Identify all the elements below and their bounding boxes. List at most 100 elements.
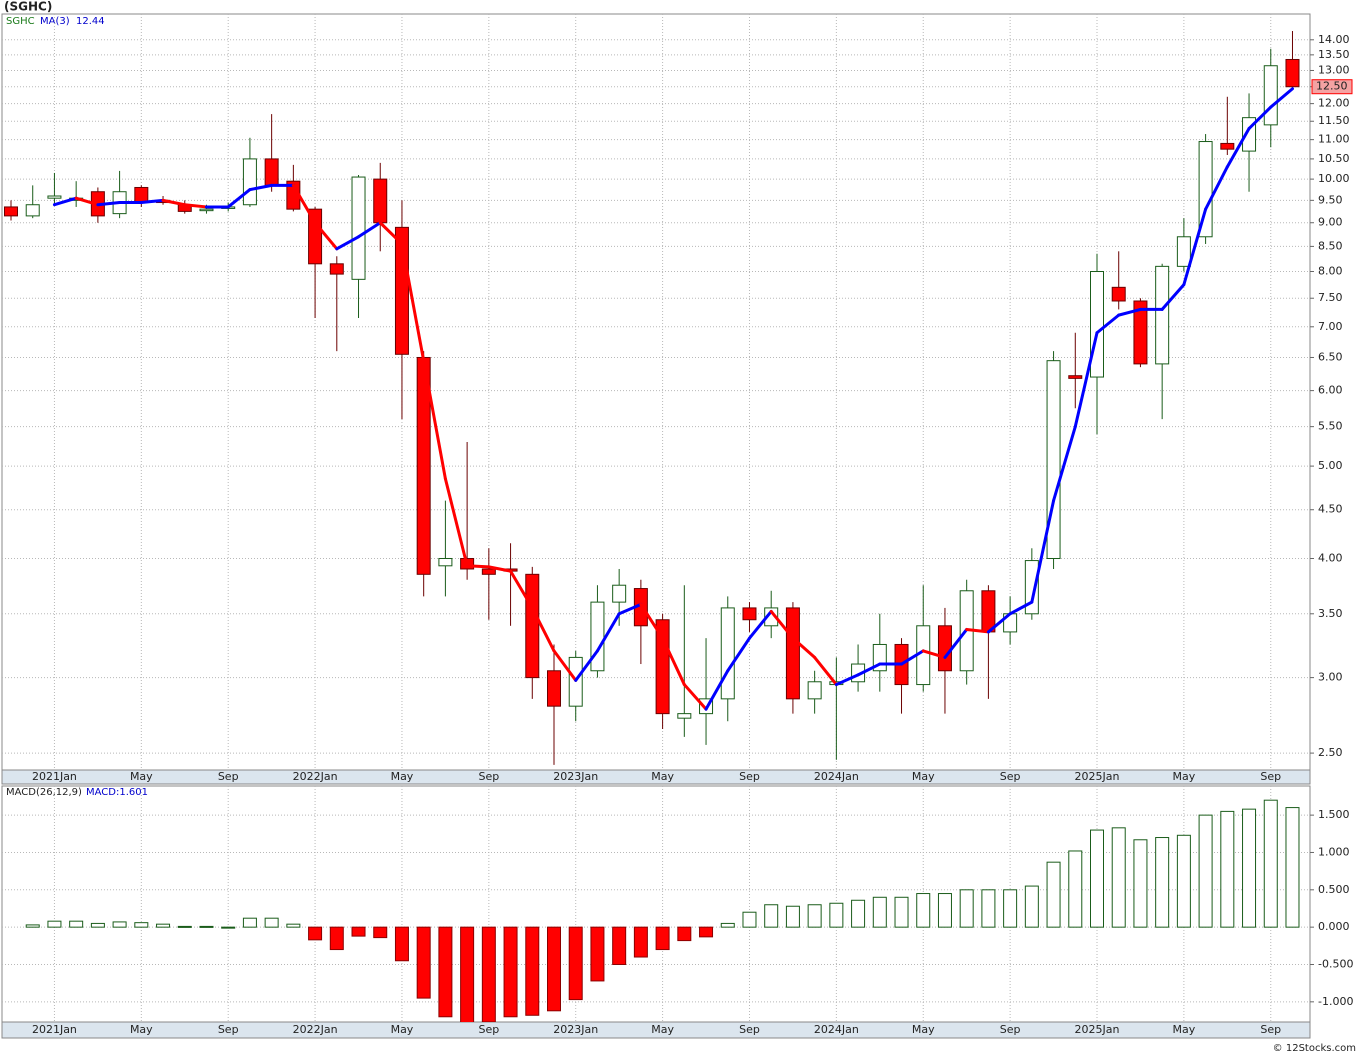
- ma-segment: [856, 662, 882, 677]
- x-tick-label: May: [651, 1023, 674, 1036]
- candle-body: [1024, 560, 1039, 615]
- ma-segment: [682, 683, 708, 711]
- candle-body: [590, 601, 605, 672]
- x-tick-label: Sep: [478, 770, 499, 783]
- y-tick-label: 11.00: [1318, 133, 1350, 146]
- bar: [829, 902, 844, 928]
- candle-body: [264, 158, 279, 186]
- candle-body: [329, 263, 344, 275]
- candle-body: [1198, 141, 1213, 238]
- bar: [156, 923, 171, 928]
- candle-body: [547, 670, 561, 707]
- candle-body: [242, 158, 257, 206]
- y-tick-label: 13.50: [1318, 48, 1350, 61]
- candle-body: [373, 178, 388, 224]
- bar: [1003, 889, 1018, 928]
- bar: [981, 889, 996, 928]
- x-tick-label: Sep: [218, 1023, 239, 1036]
- bar: [177, 925, 192, 928]
- bar: [438, 926, 453, 1018]
- chart-title: (SGHC): [4, 0, 52, 14]
- ma-segment: [900, 649, 925, 666]
- x-tick-label: Sep: [1260, 1023, 1281, 1036]
- last-price-box: [1311, 79, 1353, 95]
- ma-segment: [487, 565, 513, 573]
- x-tick-label: May: [1173, 1023, 1196, 1036]
- y-tick-label: 4.50: [1318, 503, 1343, 516]
- bar: [69, 920, 84, 928]
- bar: [1285, 807, 1300, 928]
- x-tick-label: Sep: [478, 1023, 499, 1036]
- bar: [242, 917, 257, 928]
- bar: [308, 926, 323, 941]
- ma-segment: [139, 198, 165, 205]
- x-tick-label: May: [391, 1023, 414, 1036]
- y-tick-label: 3.00: [1318, 671, 1343, 684]
- candle-body: [720, 607, 735, 700]
- bar: [1220, 810, 1235, 928]
- candle-body: [4, 206, 18, 217]
- footer: © 12Stocks.com: [1273, 1043, 1356, 1054]
- candle-body: [785, 607, 800, 700]
- y-tick-label: 4.00: [1318, 551, 1343, 564]
- ma-segment: [335, 235, 361, 251]
- bar: [633, 926, 648, 958]
- x-tick-label: Sep: [739, 1023, 760, 1036]
- candle-body: [764, 607, 779, 627]
- y-tick-label: 9.00: [1318, 216, 1343, 229]
- bar: [47, 920, 62, 928]
- ma-segment: [1160, 283, 1186, 311]
- x-axis-band: [1, 1021, 1311, 1039]
- bar: [1068, 850, 1083, 928]
- ma-segment: [639, 602, 665, 640]
- y-tick-label: 2.50: [1318, 746, 1343, 759]
- ma-segment: [1117, 307, 1142, 317]
- bar: [764, 904, 779, 928]
- candle-body: [525, 573, 540, 679]
- x-tick-label: 2025Jan: [1075, 1023, 1120, 1036]
- x-tick-label: 2023Jan: [553, 770, 598, 783]
- x-tick-label: 2024Jan: [814, 770, 859, 783]
- bar: [373, 926, 388, 939]
- y-tick-label: 1.000: [1318, 845, 1350, 858]
- bar: [959, 889, 974, 928]
- ma-segment: [378, 221, 404, 246]
- bar: [1176, 834, 1191, 928]
- x-tick-label: May: [130, 1023, 153, 1036]
- y-tick-label: 6.50: [1318, 350, 1343, 363]
- bar: [568, 926, 583, 1001]
- ma-segment: [747, 609, 773, 640]
- x-axis-band: [1, 769, 1311, 785]
- bar: [134, 922, 149, 928]
- candle-body: [1068, 375, 1083, 379]
- bar: [221, 926, 236, 929]
- y-tick-label: 10.50: [1318, 152, 1350, 165]
- x-tick-label: May: [912, 770, 935, 783]
- bar: [612, 926, 627, 965]
- ma-segment: [1095, 313, 1121, 335]
- bar: [90, 922, 105, 928]
- ma-segment: [574, 649, 599, 682]
- ma-segment: [1073, 331, 1099, 429]
- ma-segment: [1052, 425, 1077, 503]
- y-tick-label: 7.50: [1318, 291, 1343, 304]
- bar: [1046, 861, 1061, 928]
- candle-body: [742, 607, 757, 621]
- y-tick-label: 1.500: [1318, 808, 1350, 821]
- macd-label: MACD(26,12,9): [6, 787, 82, 798]
- bar: [1155, 837, 1170, 928]
- symbol-label: SGHC: [6, 16, 35, 27]
- x-tick-label: 2025Jan: [1075, 770, 1120, 783]
- y-tick-label: 13.00: [1318, 63, 1350, 76]
- bar: [351, 926, 366, 937]
- candle-body: [351, 176, 366, 280]
- candle-body: [25, 204, 40, 217]
- ma-segment: [552, 649, 578, 682]
- candle-body: [1133, 300, 1148, 365]
- y-tick-label: 14.00: [1318, 33, 1350, 46]
- bar: [394, 926, 409, 962]
- bar: [785, 905, 800, 928]
- candle-body: [1111, 286, 1126, 302]
- candle-body: [677, 713, 692, 719]
- y-tick-label: 8.00: [1318, 265, 1343, 278]
